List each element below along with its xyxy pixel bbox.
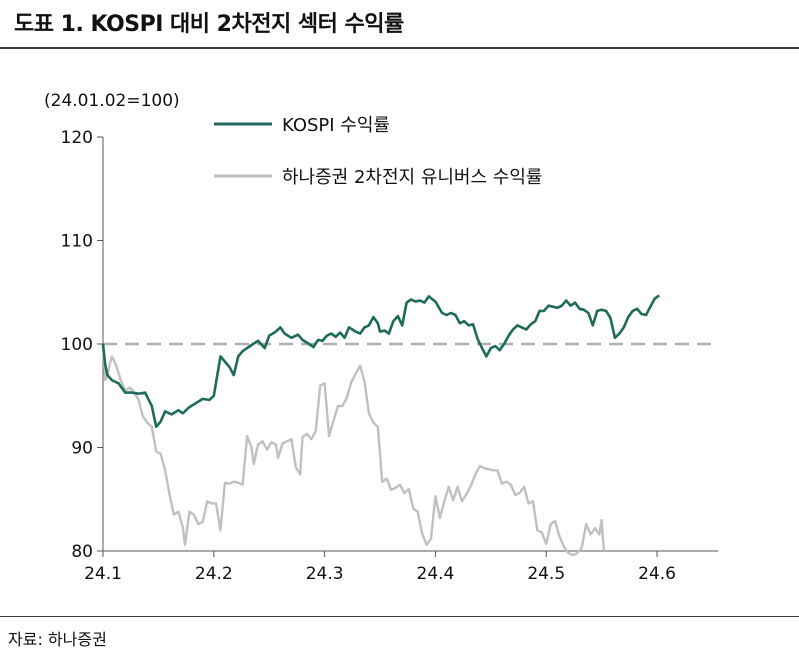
chart-title: 도표 1. KOSPI 대비 2차전지 섹터 수익률: [14, 12, 404, 37]
legend-label: 하나증권 2차전지 유니버스 수익률: [282, 167, 542, 188]
top-divider: [0, 47, 799, 49]
x-tick-label: 24.3: [306, 564, 344, 584]
x-tick-label: 24.6: [638, 564, 676, 584]
x-tick-label: 24.5: [527, 564, 565, 584]
series-line-kospi: [101, 294, 661, 429]
y-tick-label: 80: [71, 542, 93, 562]
y-tick-label: 90: [71, 439, 93, 459]
x-tick-label: 24.1: [84, 564, 122, 584]
series-line-battery: [101, 343, 606, 557]
x-tick-label: 24.2: [195, 564, 233, 584]
y-tick-label: 110: [61, 232, 93, 252]
bottom-divider: [0, 616, 799, 617]
y-tick-label: 100: [61, 335, 93, 355]
y-tick-label: 120: [61, 128, 93, 148]
line-chart: (24.01.02=100) 80 90 100 110 120 24.1 24.2 24.3…: [44, 91, 718, 584]
legend-label: KOSPI 수익률: [282, 115, 390, 136]
y-axis-unit-label: (24.01.02=100): [44, 91, 180, 111]
x-tick-label: 24.4: [417, 564, 455, 584]
source-note: 자료: 하나증권: [8, 630, 107, 649]
